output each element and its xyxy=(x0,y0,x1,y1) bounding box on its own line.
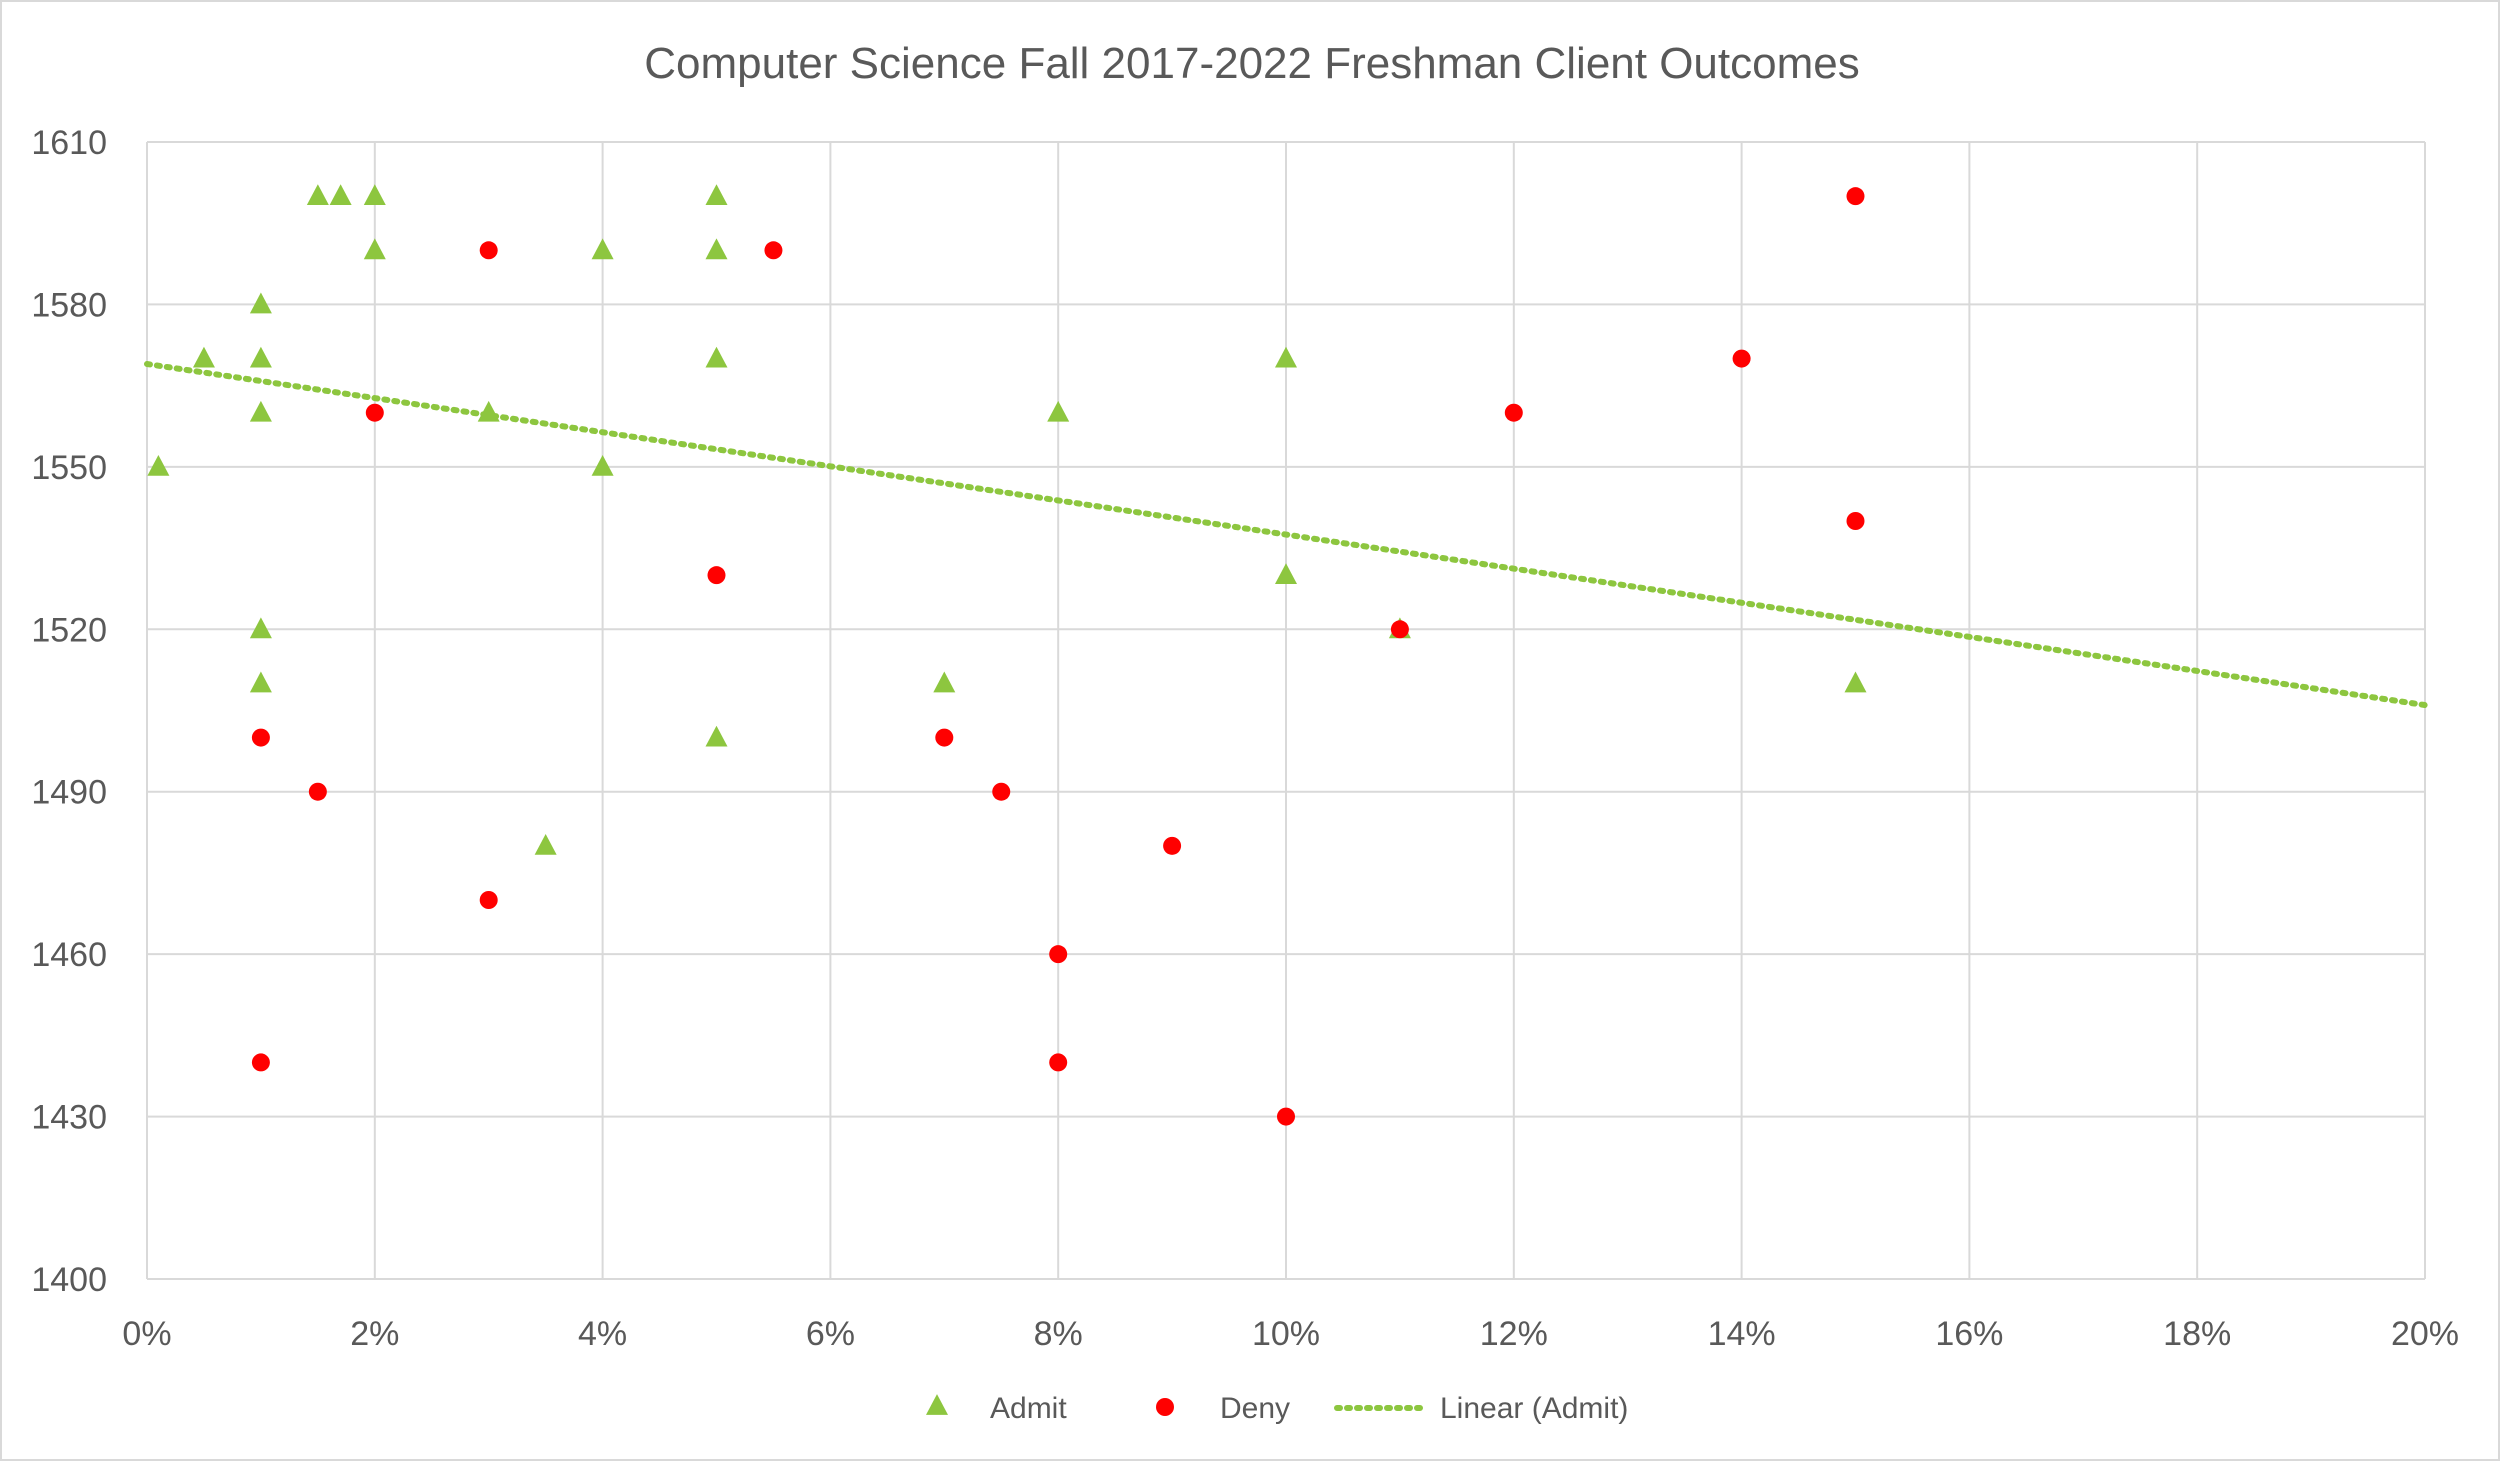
admit-point xyxy=(534,833,557,855)
y-tick-label: 1460 xyxy=(31,936,107,974)
admit-point xyxy=(192,346,215,368)
deny-point xyxy=(992,782,1011,801)
y-tick-label: 1520 xyxy=(31,611,107,649)
deny-point xyxy=(365,403,384,422)
deny-point xyxy=(1049,1053,1068,1072)
x-tick-label: 8% xyxy=(1034,1315,1083,1353)
deny-point xyxy=(1504,403,1523,422)
admit-point xyxy=(249,617,272,639)
deny-point xyxy=(479,891,498,909)
x-tick-label: 4% xyxy=(578,1315,627,1353)
deny-point xyxy=(1049,945,1068,964)
admit-point xyxy=(249,346,272,368)
x-tick-label: 16% xyxy=(1935,1315,2003,1353)
x-tick-label: 12% xyxy=(1480,1315,1548,1353)
admit-point xyxy=(147,454,170,476)
legend-deny-label: Deny xyxy=(1220,1392,1290,1425)
legend-item-admit: Admit xyxy=(926,1392,1067,1425)
legend-admit-label: Admit xyxy=(990,1392,1067,1425)
legend-admit-marker xyxy=(926,1394,948,1415)
admit-point xyxy=(591,238,614,260)
legend-item-trendline: Linear (Admit) xyxy=(1334,1392,1628,1425)
admit-point xyxy=(705,346,728,368)
x-tick-label: 2% xyxy=(350,1315,399,1353)
admit-point xyxy=(591,454,614,476)
deny-point xyxy=(251,728,270,747)
x-tick-label: 10% xyxy=(1252,1315,1320,1353)
deny-point xyxy=(251,1053,270,1072)
deny-point xyxy=(1163,836,1182,855)
data-points xyxy=(147,184,1867,1126)
deny-point xyxy=(1846,512,1865,530)
deny-point xyxy=(1277,1107,1295,1126)
x-tick-label: 18% xyxy=(2163,1315,2231,1353)
admit-point xyxy=(329,184,352,206)
admit-point xyxy=(477,400,500,422)
deny-point xyxy=(764,241,783,260)
deny-point xyxy=(1390,620,1409,639)
admit-point xyxy=(705,184,728,206)
legend: Admit Deny Linear (Admit) xyxy=(926,1392,1628,1425)
y-tick-label: 1490 xyxy=(31,774,107,812)
admit-point xyxy=(705,725,728,747)
admit-point xyxy=(363,184,386,206)
legend-trendline-label: Linear (Admit) xyxy=(1440,1392,1628,1425)
admit-point xyxy=(705,238,728,260)
legend-deny-marker xyxy=(1156,1398,1174,1416)
axis-tick-labels: 1400 1430 1460 1490 1520 1550 1580 1610 0% 2% 4% 6%… xyxy=(31,124,2459,1353)
deny-point xyxy=(1732,349,1751,368)
y-tick-label: 1610 xyxy=(31,124,107,162)
deny-point xyxy=(935,728,954,747)
y-tick-label: 1580 xyxy=(31,286,107,324)
admit-point xyxy=(306,184,329,206)
x-tick-label: 14% xyxy=(1708,1315,1776,1353)
trendline-layer xyxy=(144,360,2428,709)
chart-title: Computer Science Fall 2017-2022 Freshman… xyxy=(644,39,1859,88)
x-tick-label: 20% xyxy=(2391,1315,2459,1353)
x-tick-label: 6% xyxy=(806,1315,855,1353)
deny-point xyxy=(1846,187,1865,206)
deny-point xyxy=(707,566,726,585)
legend-item-deny: Deny xyxy=(1156,1392,1290,1425)
admit-point xyxy=(933,671,956,693)
admit-point xyxy=(1047,400,1070,422)
y-tick-label: 1430 xyxy=(31,1099,107,1137)
admit-point xyxy=(249,292,272,314)
admit-point xyxy=(249,400,272,422)
deny-point xyxy=(308,782,327,801)
y-tick-label: 1400 xyxy=(31,1261,107,1299)
admit-point xyxy=(1275,563,1297,585)
y-tick-label: 1550 xyxy=(31,449,107,487)
trendline-admit xyxy=(144,360,2428,709)
x-tick-label: 0% xyxy=(122,1315,171,1353)
admit-point xyxy=(249,671,272,693)
gridlines xyxy=(146,141,2426,1280)
admit-point xyxy=(1275,346,1297,368)
admit-point xyxy=(1844,671,1867,693)
admit-point xyxy=(363,238,386,260)
deny-point xyxy=(479,241,498,260)
